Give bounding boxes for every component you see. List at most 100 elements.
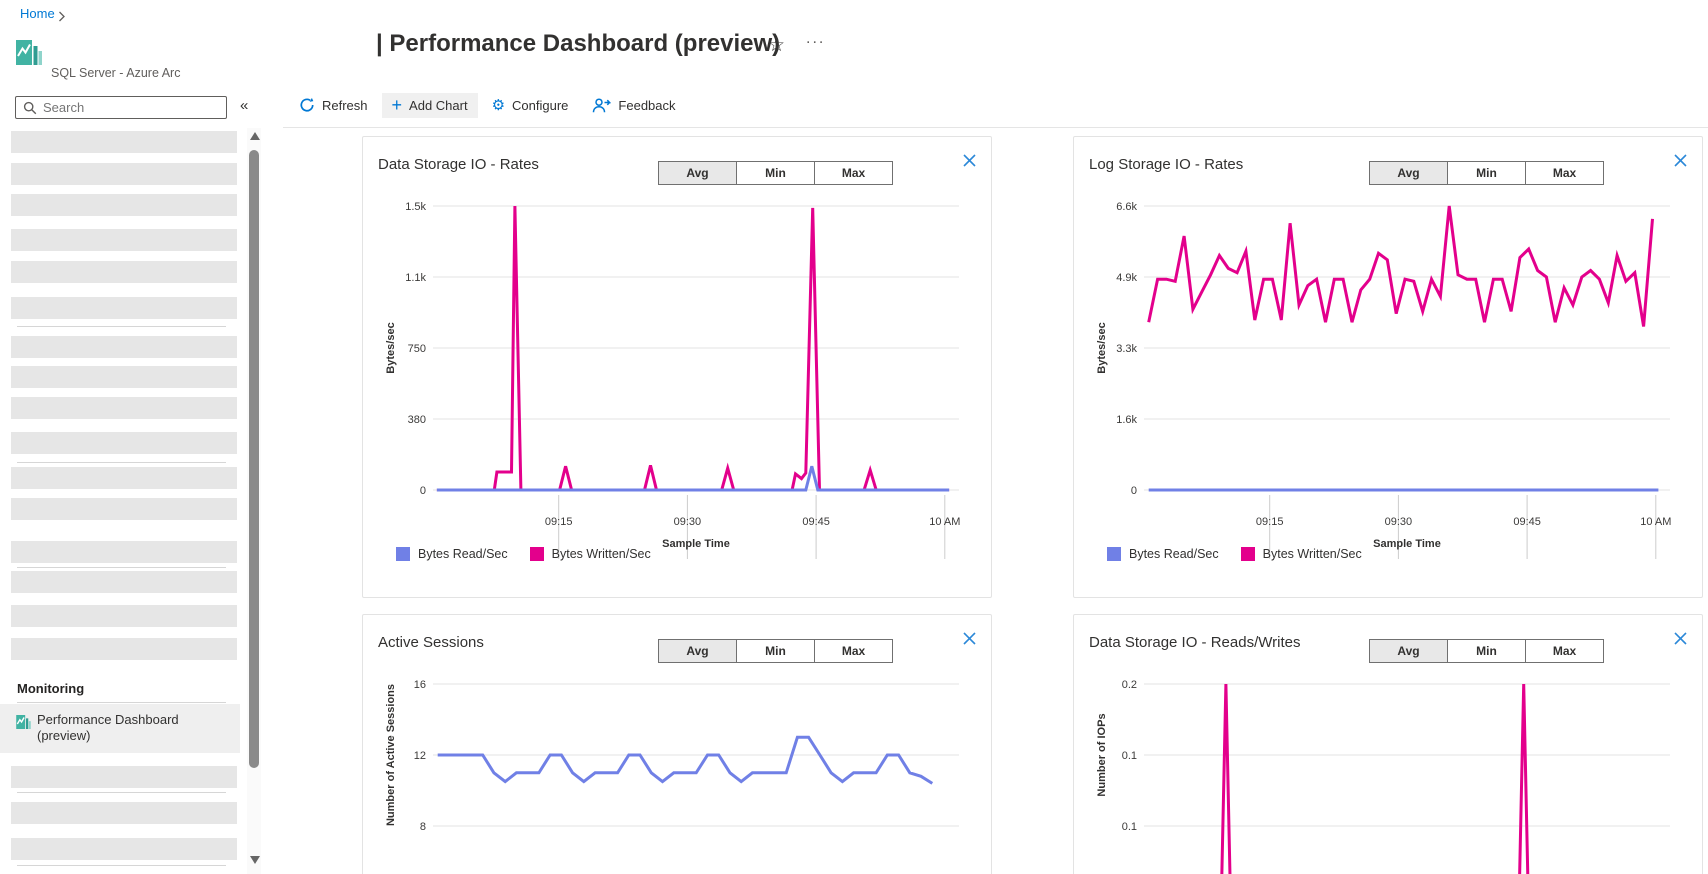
sidebar-scrollbar-thumb[interactable] xyxy=(249,150,259,768)
min-button[interactable]: Min xyxy=(1447,639,1526,663)
series-line xyxy=(436,465,950,492)
sidebar-divider xyxy=(17,792,226,793)
avg-button[interactable]: Avg xyxy=(658,161,737,185)
selected-item-label-line2: (preview) xyxy=(37,728,91,743)
legend-item: Bytes Read/Sec xyxy=(396,547,508,561)
sidebar-search[interactable] xyxy=(15,96,227,119)
skeleton-menu-item xyxy=(11,397,237,419)
feedback-label: Feedback xyxy=(618,97,676,113)
chart-card-data-storage-io-reads-writes: Data Storage IO - Reads/Writes Avg Min M… xyxy=(1073,614,1703,874)
series-line xyxy=(436,205,950,492)
skeleton-menu-item xyxy=(11,838,237,860)
svg-text:Bytes/sec: Bytes/sec xyxy=(1096,322,1108,373)
configure-button[interactable]: ⚙ Configure xyxy=(482,93,579,118)
svg-text:6.6k: 6.6k xyxy=(1116,201,1137,213)
chart-card-active-sessions: Active Sessions Avg Min Max 16 12 8 Number … xyxy=(362,614,992,874)
gear-icon: ⚙ xyxy=(491,96,506,114)
feedback-icon xyxy=(593,98,612,113)
max-button[interactable]: Max xyxy=(814,161,893,185)
close-chart-icon[interactable] xyxy=(1673,631,1688,651)
chart-legend: Bytes Read/Sec Bytes Written/Sec xyxy=(396,547,651,561)
svg-text:Sample Time: Sample Time xyxy=(1373,538,1441,550)
svg-text:09:15: 09:15 xyxy=(1256,516,1284,528)
line-chart: 1.5k 1.1k 750 380 0 Bytes/sec 09:15 09:30 09:45 1… xyxy=(385,201,960,559)
aggregation-toggle: Avg Min Max xyxy=(658,161,893,185)
svg-text:Number of IOPs: Number of IOPs xyxy=(1096,713,1108,796)
legend-swatch xyxy=(1107,547,1121,561)
svg-text:09:30: 09:30 xyxy=(674,516,702,528)
aggregation-toggle: Avg Min Max xyxy=(1369,161,1604,185)
aggregation-toggle: Avg Min Max xyxy=(1369,639,1604,663)
feedback-button[interactable]: Feedback xyxy=(582,92,685,118)
legend-label: Bytes Read/Sec xyxy=(418,547,508,561)
svg-text:10 AM: 10 AM xyxy=(1640,516,1671,528)
min-button[interactable]: Min xyxy=(736,639,815,663)
skeleton-menu-item xyxy=(11,638,237,660)
refresh-button[interactable]: Refresh xyxy=(289,92,378,118)
skeleton-menu-item xyxy=(11,261,237,283)
svg-text:4.9k: 4.9k xyxy=(1116,272,1137,284)
more-options-icon[interactable]: ... xyxy=(806,30,826,47)
skeleton-menu-item xyxy=(11,297,237,319)
close-chart-icon[interactable] xyxy=(962,631,977,651)
svg-text:380: 380 xyxy=(408,414,426,426)
skeleton-menu-item xyxy=(11,541,237,563)
scrollbar-down-arrow[interactable] xyxy=(250,856,260,864)
svg-text:3.3k: 3.3k xyxy=(1116,343,1137,355)
skeleton-menu-item xyxy=(11,467,237,489)
svg-text:12: 12 xyxy=(414,750,426,762)
skeleton-menu-item xyxy=(11,229,237,251)
svg-text:750: 750 xyxy=(408,343,426,355)
max-button[interactable]: Max xyxy=(1525,639,1604,663)
favorite-star-icon[interactable]: ☆ xyxy=(768,35,786,56)
sql-server-azure-arc-icon xyxy=(16,40,42,70)
chart-card-data-storage-io-rates: Data Storage IO - Rates Avg Min Max 1.5k… xyxy=(362,136,992,598)
sidebar-section-monitoring: Monitoring xyxy=(17,681,85,696)
svg-text:1.1k: 1.1k xyxy=(405,272,426,284)
breadcrumb-home-link[interactable]: Home xyxy=(20,6,55,21)
legend-item: Bytes Written/Sec xyxy=(529,547,651,561)
min-button[interactable]: Min xyxy=(1447,161,1526,185)
refresh-icon xyxy=(300,97,314,112)
selected-item-label-line1: Performance Dashboard xyxy=(37,712,179,727)
sidebar-divider xyxy=(17,865,226,866)
sidebar-divider xyxy=(17,702,226,703)
legend-item: Bytes Read/Sec xyxy=(1107,547,1219,561)
series-line xyxy=(1220,683,1530,874)
skeleton-menu-item xyxy=(11,605,237,627)
legend-swatch xyxy=(396,547,410,561)
avg-button[interactable]: Avg xyxy=(1369,161,1448,185)
avg-button[interactable]: Avg xyxy=(658,639,737,663)
svg-text:09:45: 09:45 xyxy=(802,516,830,528)
scrollbar-up-arrow[interactable] xyxy=(250,132,260,140)
svg-text:Number of Active Sessions: Number of Active Sessions xyxy=(385,684,397,826)
skeleton-menu-item xyxy=(11,571,237,593)
legend-item: Bytes Written/Sec xyxy=(1240,547,1362,561)
skeleton-menu-item xyxy=(11,432,237,454)
skeleton-menu-item xyxy=(11,131,237,153)
max-button[interactable]: Max xyxy=(1525,161,1604,185)
add-chart-button[interactable]: + Add Chart xyxy=(381,92,478,118)
chart-card-log-storage-io-rates: Log Storage IO - Rates Avg Min Max 6.6k 4… xyxy=(1073,136,1703,598)
search-input[interactable] xyxy=(43,100,226,115)
svg-text:1.5k: 1.5k xyxy=(405,201,426,213)
resource-name-label: SQL Server - Azure Arc xyxy=(51,66,181,80)
avg-button[interactable]: Avg xyxy=(1369,639,1448,663)
close-chart-icon[interactable] xyxy=(1673,153,1688,173)
line-chart: 6.6k 4.9k 3.3k 1.6k 0 Bytes/sec 09:15 09:30 09:4… xyxy=(1096,201,1671,559)
min-button[interactable]: Min xyxy=(736,161,815,185)
command-bar: Refresh + Add Chart ⚙ Configure Feedback xyxy=(289,90,686,120)
refresh-label: Refresh xyxy=(322,97,368,113)
series-line xyxy=(1147,205,1654,327)
chart-legend: Bytes Read/Sec Bytes Written/Sec xyxy=(1107,547,1362,561)
max-button[interactable]: Max xyxy=(814,639,893,663)
collapse-sidebar-button[interactable]: « xyxy=(240,97,249,114)
close-chart-icon[interactable] xyxy=(962,153,977,173)
legend-label: Bytes Read/Sec xyxy=(1129,547,1219,561)
legend-label: Bytes Written/Sec xyxy=(551,547,651,561)
svg-text:1.6k: 1.6k xyxy=(1116,414,1137,426)
sidebar-divider xyxy=(17,567,226,568)
sidebar-item-performance-dashboard[interactable]: Performance Dashboard (preview) xyxy=(0,704,240,753)
legend-swatch xyxy=(1240,547,1255,561)
